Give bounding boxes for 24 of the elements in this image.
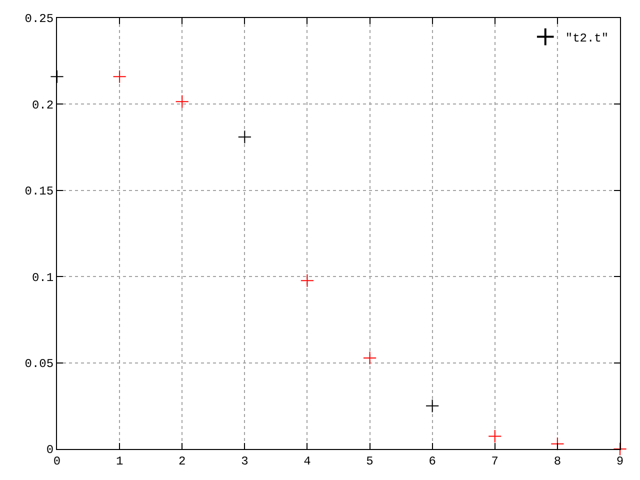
x-tick-label: 1 bbox=[116, 454, 124, 468]
x-tick-label: 6 bbox=[428, 454, 436, 468]
y-tick-label: 0.05 bbox=[24, 357, 54, 371]
point bbox=[112, 70, 126, 84]
point bbox=[426, 399, 440, 413]
point bbox=[300, 274, 314, 288]
x-tick-label: 2 bbox=[178, 454, 186, 468]
y-tick-label: 0.2 bbox=[32, 98, 54, 112]
legend-label: "t2.t" bbox=[565, 31, 609, 46]
x-tick-label: 3 bbox=[241, 454, 248, 468]
x-tick-label: 9 bbox=[616, 454, 624, 468]
point bbox=[175, 94, 189, 108]
point bbox=[50, 70, 64, 84]
y-tick-label: 0.15 bbox=[24, 184, 54, 199]
x-tick-label: 7 bbox=[491, 454, 498, 468]
y-tick-label: 0.25 bbox=[24, 12, 54, 26]
point bbox=[362, 351, 377, 365]
x-tick-label: 8 bbox=[554, 454, 562, 468]
y-tick-label: 0.1 bbox=[32, 270, 54, 285]
x-tick-label: 4 bbox=[304, 454, 311, 468]
point bbox=[238, 130, 252, 144]
y-tick-label: 0 bbox=[46, 443, 54, 458]
point bbox=[488, 429, 502, 444]
x-tick-label: 5 bbox=[366, 454, 374, 468]
